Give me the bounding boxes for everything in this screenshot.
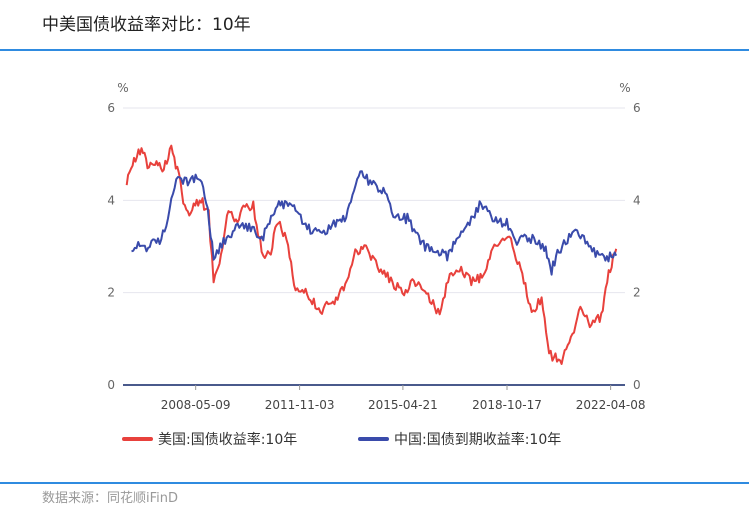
legend-label: 中国:国债到期收益率:10年 [394,431,561,448]
y-tick-label-left: 0 [107,378,115,392]
y-axis-unit-right: % [619,81,630,95]
y-axis-unit-left: % [117,81,128,95]
chart-title: 中美国债收益率对比：10年 [42,15,251,35]
header-divider [0,49,749,51]
data-source: 数据来源：同花顺iFinD [42,491,179,506]
x-tick-label: 2022-04-08 [576,398,646,412]
series-line-cn-10y [131,170,618,276]
y-tick-label-left: 6 [107,101,115,115]
line-chart: 0 0 2 2 4 4 6 6% % 2008-05-09 2011-11-03 2015-04-21… [107,81,646,448]
x-tick-label: 2011-11-03 [265,398,335,412]
x-tick-label: 2018-10-17 [472,398,542,412]
footer-divider [0,482,749,484]
y-tick-label-right: 6 [633,101,641,115]
legend-label: 美国:国债收益率:10年 [158,431,297,448]
series-line-us-10y [125,144,618,365]
y-tick-label-right: 0 [633,378,641,392]
y-tick-label-right: 2 [633,286,641,300]
y-tick-label-right: 4 [633,193,641,207]
y-tick-label-left: 2 [107,286,115,300]
x-tick-label: 2015-04-21 [368,398,438,412]
y-tick-label-left: 4 [107,193,115,207]
x-tick-label: 2008-05-09 [161,398,231,412]
